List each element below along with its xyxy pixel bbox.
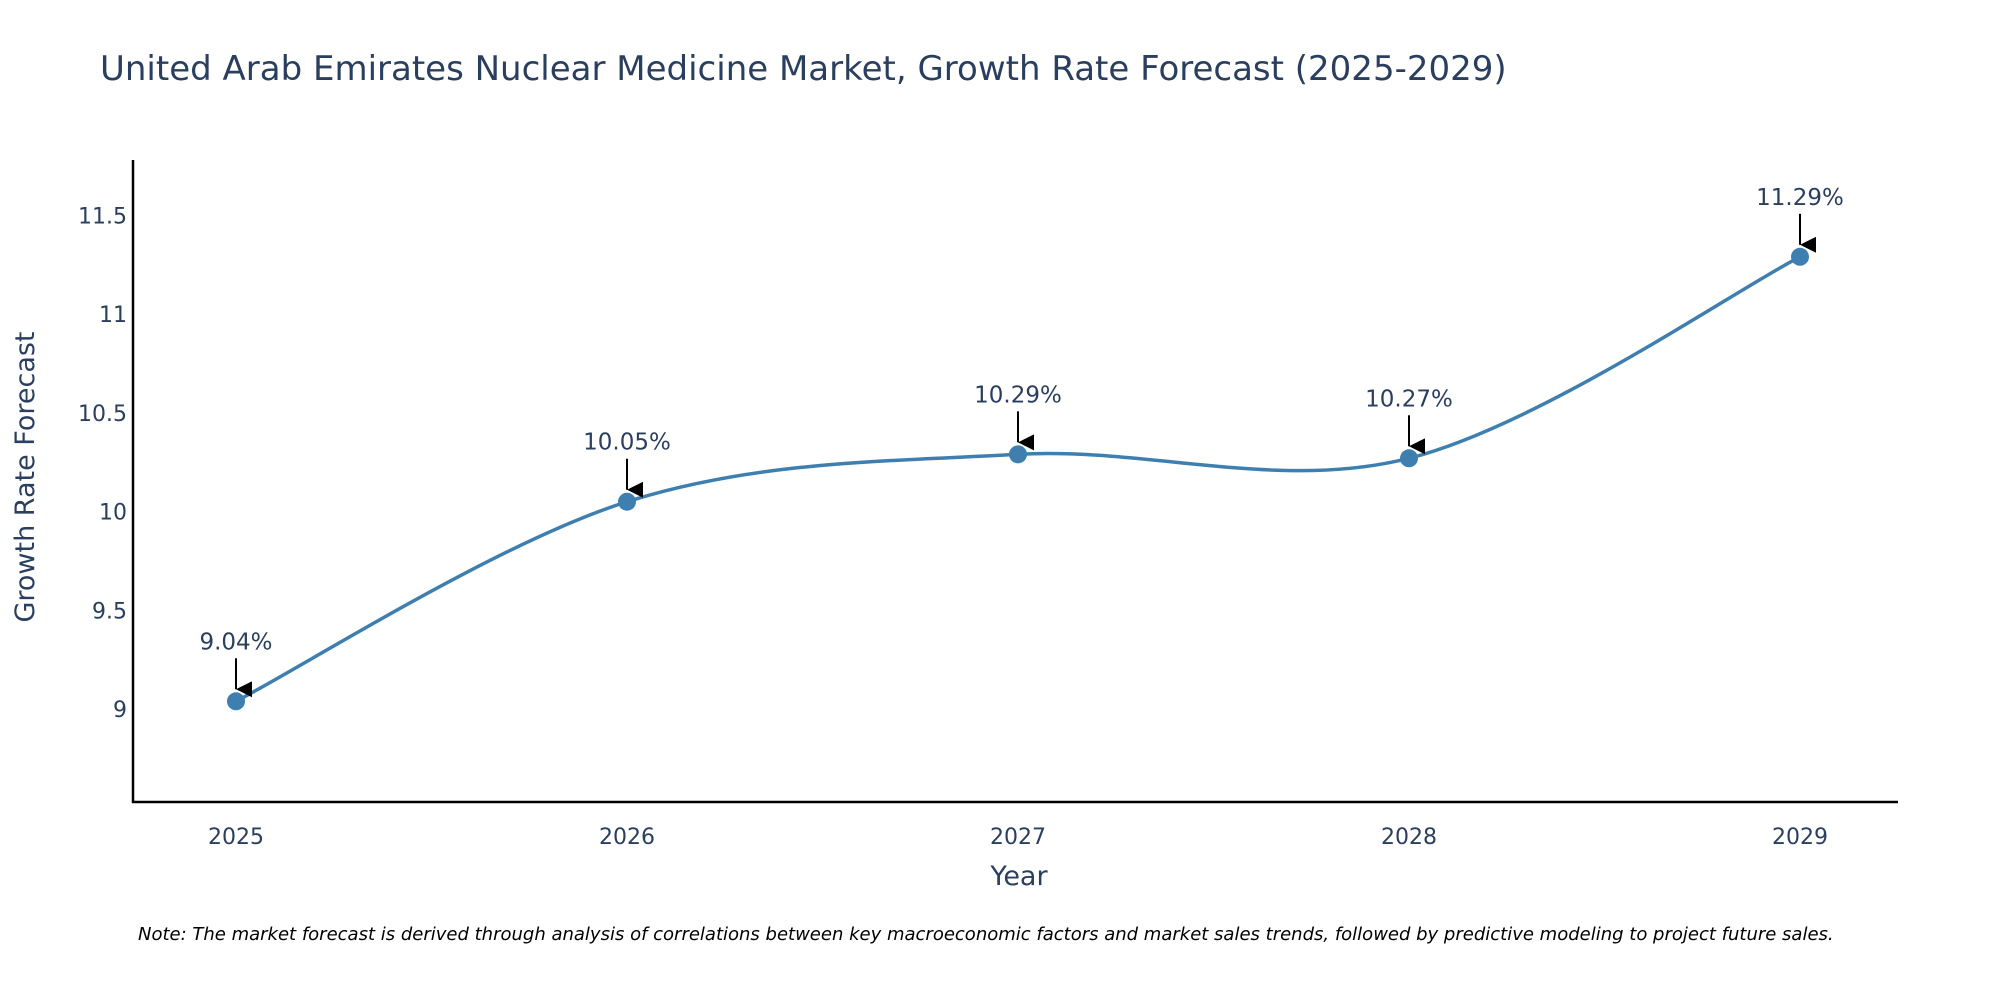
x-tick-label: 2026 — [599, 825, 655, 850]
data-label: 10.05% — [583, 430, 671, 456]
y-tick-label: 9.5 — [92, 599, 127, 624]
series-line — [234, 255, 1802, 704]
y-tick-label: 11.5 — [78, 204, 127, 229]
y-tick-label: 10.5 — [78, 402, 127, 427]
data-label: 9.04% — [199, 629, 272, 655]
chart-title: United Arab Emirates Nuclear Medicine Ma… — [100, 49, 1507, 89]
y-axis-ticks: 9 9.5 10 10.5 11 11.5 — [78, 204, 127, 723]
data-label: 10.27% — [1365, 386, 1453, 412]
data-label: 10.29% — [974, 382, 1062, 408]
y-tick-label: 10 — [99, 501, 127, 526]
footnote: Note: The market forecast is derived thr… — [138, 924, 1834, 945]
x-tick-label: 2028 — [1381, 825, 1437, 850]
data-point — [618, 492, 636, 511]
x-tick-label: 2029 — [1772, 825, 1828, 850]
x-axis-ticks: 2025 2026 2027 2028 2029 — [208, 825, 1828, 850]
y-axis-title: Growth Rate Forecast — [10, 331, 41, 622]
data-point — [1400, 449, 1418, 468]
x-tick-label: 2025 — [208, 825, 264, 850]
x-tick-label: 2027 — [990, 825, 1046, 850]
data-point — [1791, 247, 1809, 266]
plot-area: 9.04% 10.05% 10.29% 10.27% 11.29% — [131, 160, 1898, 804]
x-axis-title: Year — [989, 861, 1048, 892]
data-point — [227, 692, 245, 711]
y-tick-label: 9 — [113, 698, 127, 723]
y-tick-label: 11 — [99, 303, 127, 328]
data-point — [1009, 445, 1027, 464]
data-label: 11.29% — [1756, 185, 1844, 211]
